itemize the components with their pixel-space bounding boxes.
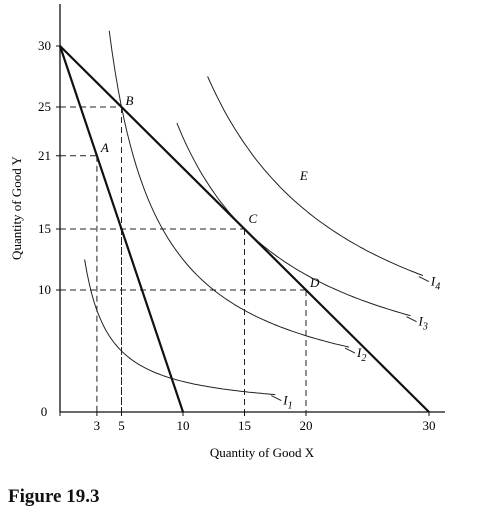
x-tick-label-5: 5 <box>118 418 125 433</box>
x-tick-label-15: 15 <box>238 418 251 433</box>
figure-caption: Figure 19.3 <box>8 486 100 507</box>
x-tick-label-0: 0 <box>41 404 48 419</box>
indifference-curve-1 <box>84 259 276 396</box>
budget-line-2 <box>59 45 430 413</box>
indifference-curve-label-3: I3 <box>418 314 428 333</box>
point-label-A: A <box>100 140 109 155</box>
chart: I1 I2 I3 I4 0 3 5 10 15 20 30 10 15 21 25 30 A B C D E Qua… <box>9 4 445 460</box>
indifference-curve-3 <box>176 122 411 317</box>
point-label-B: B <box>126 93 134 108</box>
indifference-curve-leader-3 <box>406 316 417 323</box>
point-labels: A B C D E <box>100 93 320 290</box>
indifference-curve-leader-1 <box>271 395 282 402</box>
y-tick-label-30: 30 <box>38 38 51 53</box>
x-tick-label-20: 20 <box>300 418 313 433</box>
x-axis-label: Quantity of Good X <box>210 445 315 460</box>
x-tick-label-3: 3 <box>94 418 101 433</box>
indifference-curve-leader-2 <box>344 347 356 354</box>
indifference-curve-2 <box>108 30 350 348</box>
region-label-0: E <box>299 168 308 183</box>
ticks: 0 3 5 10 15 20 30 10 15 21 25 30 <box>38 38 436 433</box>
axes <box>59 4 445 413</box>
y-axis-label: Quantity of Good Y <box>9 155 24 259</box>
y-tick-label-25: 25 <box>38 99 51 114</box>
indifference-curve-4 <box>207 76 424 276</box>
indifference-curve-leader-4 <box>418 276 430 282</box>
indifference-curve-label-1: I1 <box>282 393 292 412</box>
budget-lines <box>58 45 430 413</box>
point-label-C: C <box>249 211 258 226</box>
indifference-curves: I1 I2 I3 I4 <box>84 30 440 412</box>
y-tick-label-21: 21 <box>38 148 51 163</box>
y-tick-label-10: 10 <box>38 282 51 297</box>
budget-line-1 <box>58 45 185 413</box>
x-tick-label-30: 30 <box>423 418 436 433</box>
point-label-D: D <box>309 275 320 290</box>
x-tick-label-10: 10 <box>177 418 190 433</box>
indifference-curve-label-2: I2 <box>356 345 366 364</box>
guide-lines <box>60 106 307 412</box>
indifference-curve-label-4: I4 <box>430 274 440 293</box>
y-tick-label-15: 15 <box>38 221 51 236</box>
